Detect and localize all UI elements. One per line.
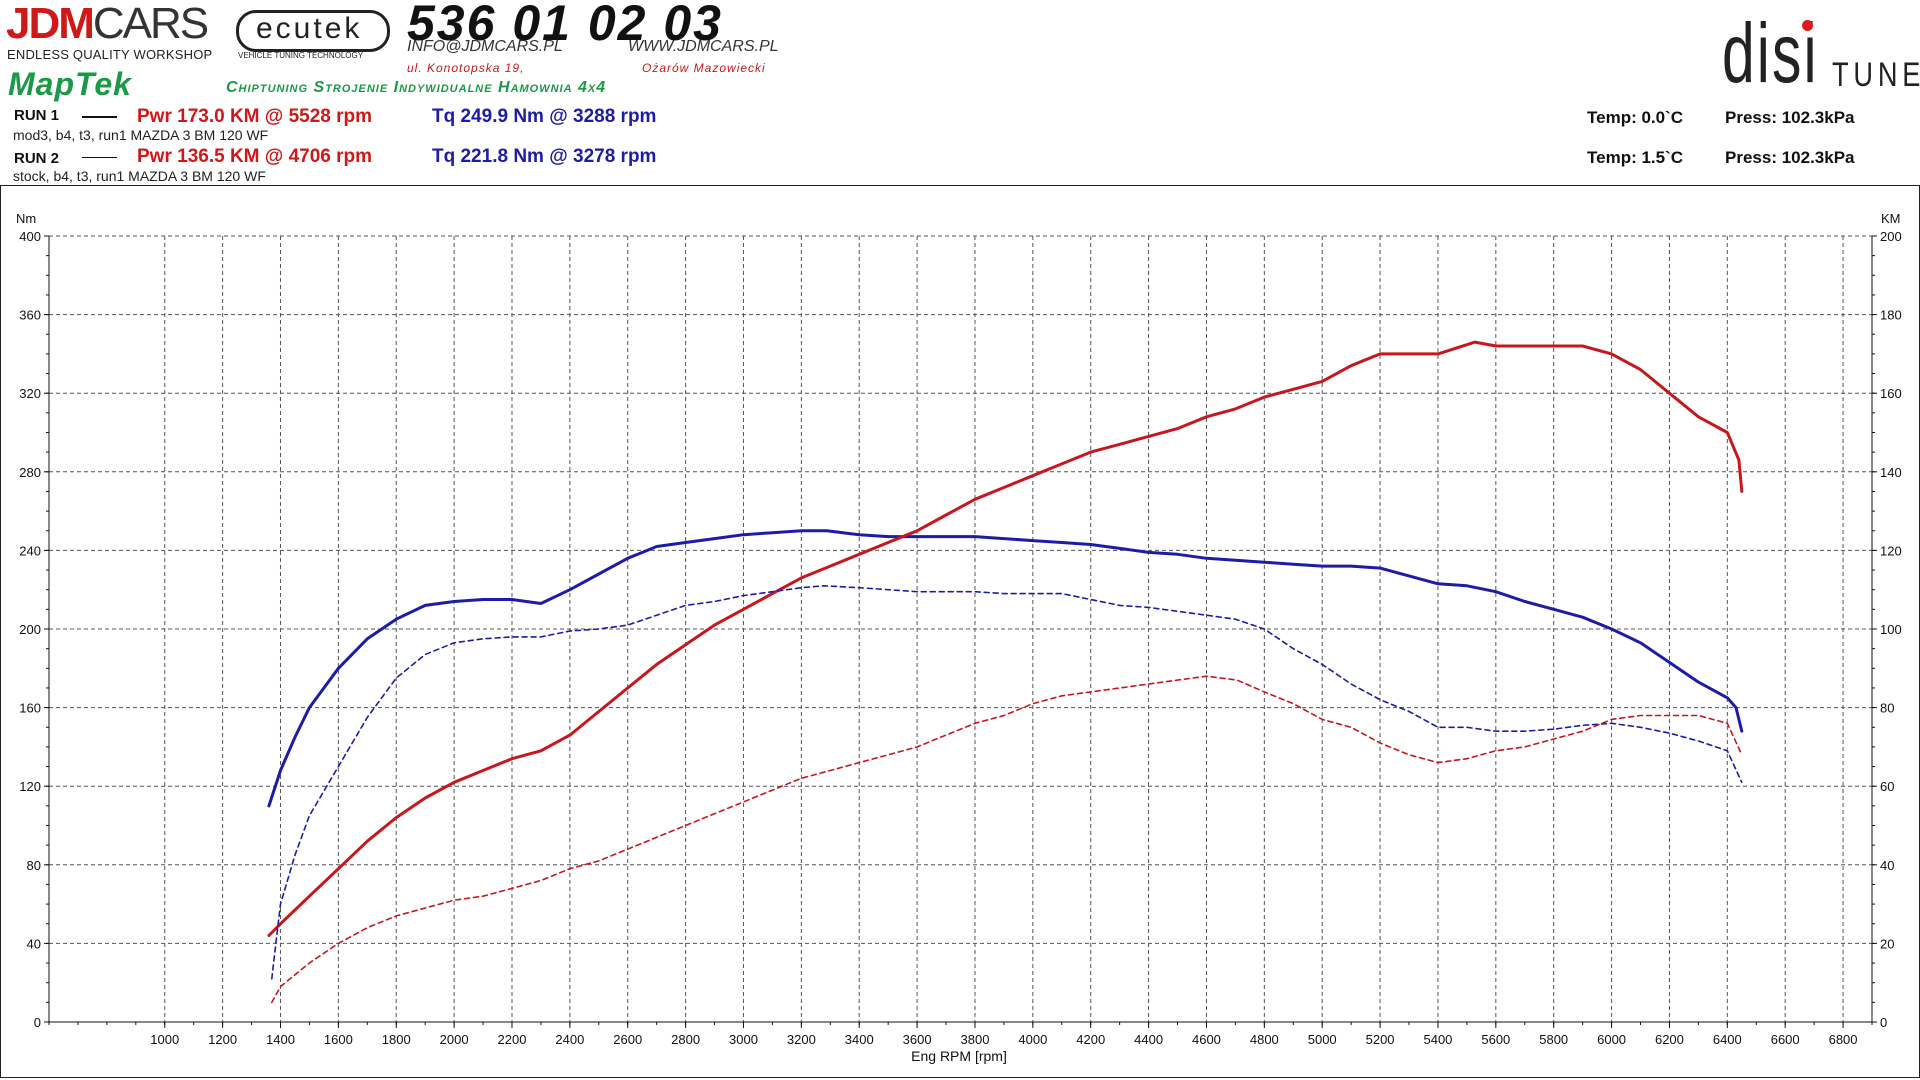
run2-press: Press: 102.3kPa <box>1725 148 1855 167</box>
header: JDMCARS ENDLESS QUALITY WORKSHOP ecutek … <box>0 0 1920 185</box>
tune-logo: TUNE <box>1832 56 1920 94</box>
x-tick-label: 4200 <box>1076 1032 1105 1047</box>
y-left-tick-label: 120 <box>19 779 41 794</box>
x-tick-label: 1200 <box>208 1032 237 1047</box>
x-tick-label: 4600 <box>1192 1032 1221 1047</box>
phone-number: 536 01 02 03 <box>407 0 723 51</box>
ecutek-tagline: VEHICLE TUNING TECHNOLOGY <box>238 51 364 60</box>
x-tick-label: 3000 <box>729 1032 758 1047</box>
x-tick-label: 4400 <box>1134 1032 1163 1047</box>
series-lines <box>267 340 1744 1004</box>
ecutek-logo: ecutek <box>256 12 363 45</box>
y-right-tick-label: 160 <box>1880 386 1902 401</box>
y-right-tick-label: 120 <box>1880 543 1902 558</box>
jdmcars-logo: JDMCARS <box>6 0 209 48</box>
run1-label: RUN 1 <box>14 107 60 124</box>
x-tick-label: 3800 <box>961 1032 990 1047</box>
x-tick-label: 2800 <box>671 1032 700 1047</box>
website[interactable]: WWW.JDMCARS.PL <box>628 38 779 55</box>
x-tick-label: 6400 <box>1713 1032 1742 1047</box>
x-tick-label: 3600 <box>903 1032 932 1047</box>
y-left-tick-label: 160 <box>19 701 41 716</box>
x-tick-label: 4800 <box>1250 1032 1279 1047</box>
x-tick-label: 1000 <box>150 1032 179 1047</box>
x-axis-label: Eng RPM [rpm] <box>911 1048 1007 1064</box>
slogan: Chiptuning Strojenie Indywidualne Hamown… <box>226 79 607 96</box>
run2-label: RUN 2 <box>14 150 60 167</box>
x-tick-label: 6000 <box>1597 1032 1626 1047</box>
run1-description: mod3, b4, t3, run1 MAZDA 3 BM 120 WF <box>13 127 269 143</box>
x-tick-label: 1400 <box>266 1032 295 1047</box>
x-tick-label: 5800 <box>1539 1032 1568 1047</box>
y-right-tick-label: 0 <box>1880 1015 1887 1030</box>
y-right-tick-label: 60 <box>1880 779 1894 794</box>
y-left-tick-label: 320 <box>19 386 41 401</box>
run2-power: Pwr 136.5 KM @ 4706 rpm <box>137 146 373 167</box>
run2-temp: Temp: 1.5`C <box>1587 148 1684 167</box>
city-address: Ożarów Mazowiecki <box>642 61 766 75</box>
x-tick-label: 1800 <box>382 1032 411 1047</box>
y-right-tick-label: 140 <box>1880 465 1902 480</box>
x-tick-label: 5200 <box>1366 1032 1395 1047</box>
run2-torque: Tq 221.8 Nm @ 3278 rpm <box>432 146 657 167</box>
y-right-tick-label: 180 <box>1880 308 1902 323</box>
maptek-logo: MapTek <box>8 66 132 102</box>
run1-legend-line <box>82 116 117 118</box>
y-right-tick-label: 200 <box>1880 229 1902 244</box>
x-tick-label: 1600 <box>324 1032 353 1047</box>
y-right-tick-label: 80 <box>1880 701 1894 716</box>
street-address: ul. Konotopska 19, <box>407 61 525 75</box>
run-1-torque-line <box>267 529 1744 808</box>
run2-description: stock, b4, t3, run1 MAZDA 3 BM 120 WF <box>13 168 266 184</box>
x-tick-label: 3400 <box>845 1032 874 1047</box>
y-left-tick-label: 280 <box>19 465 41 480</box>
ecutek-logo-box <box>236 10 390 52</box>
y-right-tick-label: 20 <box>1880 936 1894 951</box>
run-1-power-line <box>267 340 1744 937</box>
x-tick-label: 5000 <box>1308 1032 1337 1047</box>
x-tick-label: 5400 <box>1423 1032 1452 1047</box>
run1-power: Pwr 173.0 KM @ 5528 rpm <box>137 106 373 127</box>
logo-tagline: ENDLESS QUALITY WORKSHOP <box>7 47 213 62</box>
x-tick-label: 2200 <box>498 1032 527 1047</box>
email: INFO@JDMCARS.PL <box>407 38 563 55</box>
y-left-tick-label: 200 <box>19 622 41 637</box>
y-right-tick-label: 40 <box>1880 858 1894 873</box>
y-axis-right-label: KM <box>1881 211 1901 226</box>
run1-press: Press: 102.3kPa <box>1725 108 1855 127</box>
x-tick-label: 6200 <box>1655 1032 1684 1047</box>
logo-jdm: JDM <box>6 0 95 48</box>
run1-temp: Temp: 0.0`C <box>1587 108 1684 127</box>
run1-torque: Tq 249.9 Nm @ 3288 rpm <box>432 106 657 127</box>
x-tick-label: 2000 <box>440 1032 469 1047</box>
x-tick-label: 4000 <box>1018 1032 1047 1047</box>
y-right-tick-label: 100 <box>1880 622 1902 637</box>
run-2-power-line <box>270 675 1743 1004</box>
y-left-tick-label: 240 <box>19 543 41 558</box>
run2-legend-line <box>82 157 117 158</box>
x-tick-label: 3200 <box>787 1032 816 1047</box>
x-tick-label: 5600 <box>1481 1032 1510 1047</box>
y-left-tick-label: 400 <box>19 229 41 244</box>
x-tick-label: 2600 <box>613 1032 642 1047</box>
x-tick-label: 2400 <box>555 1032 584 1047</box>
x-tick-label: 6600 <box>1771 1032 1800 1047</box>
y-left-tick-label: 360 <box>19 308 41 323</box>
y-left-tick-label: 40 <box>27 936 41 951</box>
grid <box>49 235 1872 1022</box>
x-tick-label: 6800 <box>1829 1032 1858 1047</box>
disi-logo: disi <box>1722 6 1819 100</box>
axes: 1000 1200 1400 1600 1800 2000 2200 2400 2600 2800… <box>19 229 1901 1047</box>
y-axis-left-label: Nm <box>16 211 36 226</box>
logo-cars: CARS <box>92 0 209 48</box>
disi-dot-icon <box>1802 20 1813 31</box>
run-2-torque-line <box>270 584 1743 980</box>
y-left-tick-label: 80 <box>27 858 41 873</box>
y-left-tick-label: 0 <box>34 1015 41 1030</box>
